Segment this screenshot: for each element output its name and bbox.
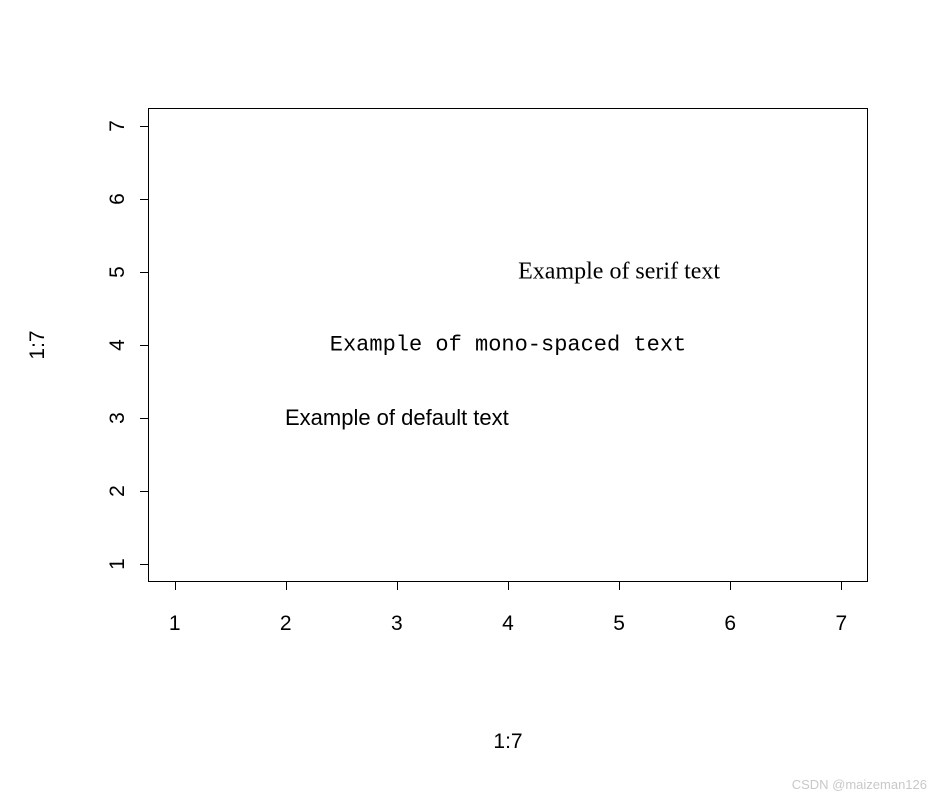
y-tick-label: 2	[106, 485, 130, 497]
y-tick	[140, 345, 148, 346]
y-tick	[140, 126, 148, 127]
x-tick	[619, 582, 620, 590]
y-tick	[140, 272, 148, 273]
y-tick	[140, 564, 148, 565]
y-tick-label: 4	[106, 339, 130, 351]
x-tick-label: 2	[280, 612, 292, 636]
x-tick	[508, 582, 509, 590]
y-tick-label: 5	[106, 266, 130, 278]
x-tick-label: 1	[169, 612, 181, 636]
y-axis-label: 1:7	[26, 330, 50, 359]
chart-text-annotation: Example of serif text	[518, 258, 720, 285]
y-tick-label: 7	[106, 120, 130, 132]
x-axis-label: 1:7	[493, 730, 522, 754]
x-tick	[730, 582, 731, 590]
x-tick-label: 6	[724, 612, 736, 636]
y-tick	[140, 418, 148, 419]
y-tick-label: 6	[106, 193, 130, 205]
chart-container: 1 2 3 4 5 6 7 1 2 3 4 5 6 7 1:7 1:7 Example of defau…	[0, 0, 937, 798]
x-tick	[841, 582, 842, 590]
y-tick	[140, 199, 148, 200]
x-tick	[286, 582, 287, 590]
x-tick-label: 7	[835, 612, 847, 636]
chart-text-annotation: Example of default text	[285, 405, 509, 431]
y-tick-label: 1	[106, 559, 130, 571]
x-tick-label: 3	[391, 612, 403, 636]
x-tick-label: 4	[502, 612, 514, 636]
y-tick-label: 3	[106, 412, 130, 424]
x-tick	[397, 582, 398, 590]
x-tick	[175, 582, 176, 590]
watermark-text: CSDN @maizeman126	[792, 777, 927, 792]
x-tick-label: 5	[613, 612, 625, 636]
y-tick	[140, 491, 148, 492]
chart-text-annotation: Example of mono-spaced text	[330, 333, 686, 358]
